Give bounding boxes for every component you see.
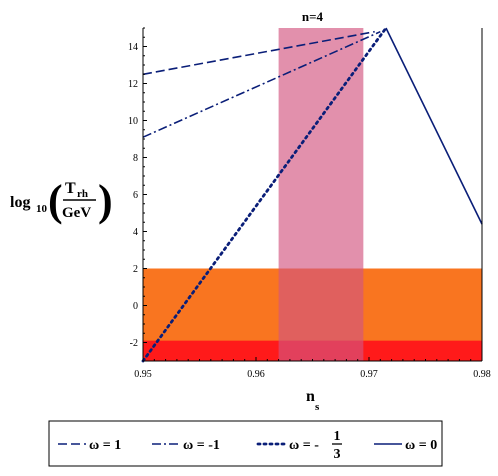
y-label-log: log [10, 194, 30, 211]
x-tick-label: 0.97 [360, 369, 378, 380]
legend-label: ω = 1 [89, 438, 121, 453]
x-label-sub: s [315, 401, 320, 413]
ticks: -2 0 2 4 6 8 10 12 14 0.95 0.96 0.97 0.98 [128, 27, 491, 380]
legend-fraction-numerator: 1 [334, 429, 341, 444]
series-line-dash [142, 30, 375, 76]
y-label-log-base: 10 [36, 203, 48, 215]
bands [143, 28, 482, 361]
y-tick-label: 6 [133, 190, 138, 201]
series-line-dot [141, 26, 388, 363]
y-tick-label: 14 [128, 42, 138, 53]
x-label-n: n [306, 388, 315, 405]
y-tick-label: 12 [128, 79, 138, 90]
y-tick-label: 10 [128, 116, 138, 127]
y-tick-label: 2 [133, 264, 138, 275]
x-tick-label: 0.98 [473, 369, 491, 380]
y-label-paren-left: ( [48, 176, 63, 225]
legend-box [48, 420, 443, 467]
band-vertical-2 [278, 28, 364, 361]
y-label-paren-right: ) [98, 176, 113, 225]
series-line-solid [385, 27, 483, 225]
y-label-numerator: T [65, 180, 76, 197]
series-lines [141, 26, 483, 363]
y-tick-label: -2 [130, 338, 138, 349]
chart-title: n=4 [302, 9, 324, 24]
x-axis-label: n s [306, 388, 320, 413]
y-axis-label: log 10 ( T rh GeV ) [10, 176, 113, 225]
y-tick-label: 0 [133, 301, 138, 312]
legend-label: ω = - [289, 438, 319, 453]
y-tick-label: 4 [133, 227, 138, 238]
legend-fraction-denominator: 3 [334, 447, 341, 462]
legend-label: ω = 0 [405, 438, 437, 453]
x-tick-label: 0.96 [247, 369, 265, 380]
y-label-denominator: GeV [62, 205, 91, 221]
x-tick-label: 0.95 [134, 369, 152, 380]
y-label-numerator-sub: rh [77, 188, 88, 200]
y-tick-label: 8 [133, 153, 138, 164]
legend-label: ω = -1 [183, 438, 220, 453]
series-line-dashdot [142, 30, 381, 138]
